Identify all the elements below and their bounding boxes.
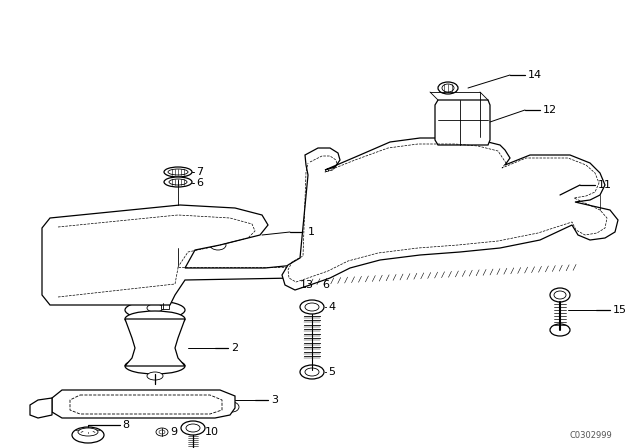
Ellipse shape <box>312 238 344 258</box>
Ellipse shape <box>78 428 98 436</box>
Ellipse shape <box>554 291 566 299</box>
Ellipse shape <box>145 227 165 239</box>
Ellipse shape <box>442 84 454 92</box>
Ellipse shape <box>156 428 168 436</box>
Polygon shape <box>125 319 185 366</box>
Polygon shape <box>282 138 618 290</box>
Text: 5: 5 <box>328 367 335 377</box>
Ellipse shape <box>452 190 468 200</box>
Ellipse shape <box>181 421 205 435</box>
Text: 15: 15 <box>613 305 627 315</box>
Ellipse shape <box>310 157 326 167</box>
Text: 8: 8 <box>122 420 129 430</box>
Polygon shape <box>30 398 52 418</box>
Ellipse shape <box>225 402 239 412</box>
Ellipse shape <box>186 424 200 432</box>
Ellipse shape <box>210 240 226 250</box>
Ellipse shape <box>73 251 97 265</box>
Ellipse shape <box>168 169 188 175</box>
Ellipse shape <box>319 242 337 254</box>
Ellipse shape <box>72 427 104 443</box>
Text: C0302999: C0302999 <box>570 431 612 439</box>
Ellipse shape <box>305 303 319 311</box>
Text: 6: 6 <box>322 280 329 290</box>
Text: 9: 9 <box>170 427 177 437</box>
Ellipse shape <box>147 372 163 380</box>
Bar <box>161 303 169 309</box>
Ellipse shape <box>71 229 99 245</box>
Text: 12: 12 <box>543 105 557 115</box>
Text: 14: 14 <box>528 70 542 80</box>
Ellipse shape <box>580 213 600 227</box>
Text: 2: 2 <box>231 343 238 353</box>
Text: 13: 13 <box>300 280 314 290</box>
Ellipse shape <box>324 245 332 251</box>
Ellipse shape <box>164 167 192 177</box>
Ellipse shape <box>300 300 324 314</box>
Ellipse shape <box>159 430 165 434</box>
Ellipse shape <box>305 368 319 376</box>
Ellipse shape <box>164 177 192 187</box>
Ellipse shape <box>126 398 170 412</box>
Ellipse shape <box>125 301 185 319</box>
Polygon shape <box>70 395 222 414</box>
Ellipse shape <box>134 401 162 409</box>
Ellipse shape <box>550 288 570 302</box>
Text: 11: 11 <box>598 180 612 190</box>
Ellipse shape <box>438 82 458 94</box>
Ellipse shape <box>125 358 185 374</box>
Ellipse shape <box>169 179 187 185</box>
Ellipse shape <box>444 117 460 133</box>
Text: 3: 3 <box>271 395 278 405</box>
Ellipse shape <box>147 304 163 312</box>
Polygon shape <box>42 205 305 305</box>
Ellipse shape <box>32 402 48 412</box>
Text: 4: 4 <box>328 302 335 312</box>
Text: 7: 7 <box>196 167 203 177</box>
Polygon shape <box>435 100 490 145</box>
Text: 1: 1 <box>308 227 315 237</box>
Ellipse shape <box>300 365 324 379</box>
Ellipse shape <box>485 192 495 198</box>
Text: 10: 10 <box>205 427 219 437</box>
Polygon shape <box>52 390 235 418</box>
Ellipse shape <box>125 311 185 327</box>
Text: 6: 6 <box>196 178 203 188</box>
Ellipse shape <box>550 324 570 336</box>
Ellipse shape <box>471 107 481 117</box>
